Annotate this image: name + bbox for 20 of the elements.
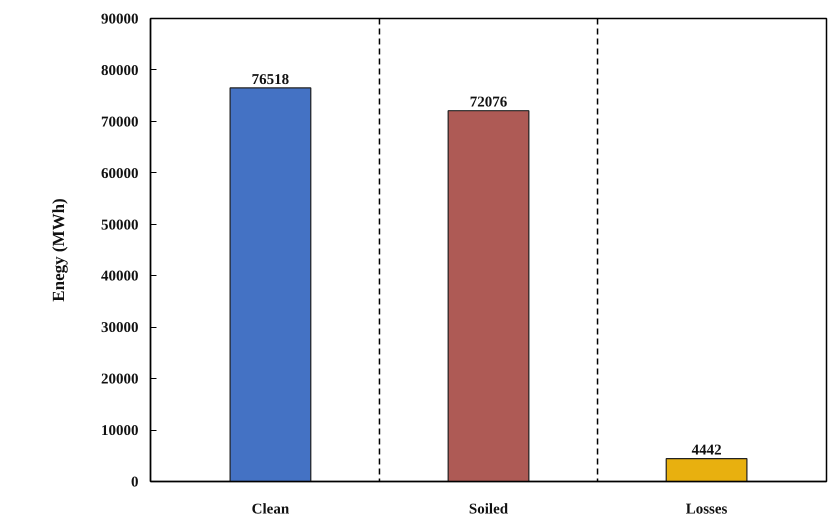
y-tick-label: 90000: [101, 12, 138, 28]
y-axis-title: Enegy (MWh): [49, 198, 68, 302]
y-tick-label: 40000: [101, 268, 138, 285]
data-label: 4442: [692, 442, 722, 459]
x-tick-label: Soiled: [468, 502, 509, 518]
data-label: 76518: [252, 72, 290, 88]
y-tick-label: 80000: [101, 62, 138, 79]
bar: [229, 87, 312, 482]
y-tick-label: 70000: [101, 114, 138, 130]
y-tick-label: 50000: [101, 217, 138, 234]
y-tick-label: 60000: [101, 166, 138, 182]
x-tick-label: Losses: [686, 502, 728, 518]
y-tick-label: 0: [131, 474, 138, 490]
x-tick-label: Clean: [252, 502, 290, 518]
y-tick-label: 10000: [101, 423, 138, 440]
y-tick-label: 30000: [101, 320, 138, 336]
y-tick-label: 20000: [101, 372, 138, 388]
bar: [666, 458, 748, 482]
bar: [448, 110, 530, 482]
data-label: 72076: [470, 94, 508, 111]
